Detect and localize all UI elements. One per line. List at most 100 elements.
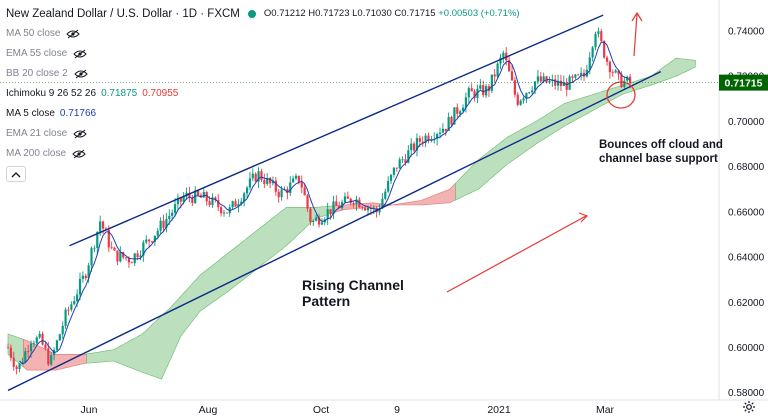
candle-down xyxy=(559,80,563,87)
candle-up xyxy=(96,231,99,248)
candle-down xyxy=(67,309,70,311)
candle-up xyxy=(410,143,413,151)
hidden-eye-icon[interactable] xyxy=(73,49,87,59)
candle-down xyxy=(234,201,237,207)
candle-down xyxy=(179,197,182,202)
candle-down xyxy=(418,138,421,142)
indicator-label: Ichimoku 9 26 52 26 xyxy=(6,88,97,99)
candle-down xyxy=(110,247,113,249)
legend: New Zealand Dollar / U.S. Dollar · 1D · … xyxy=(6,4,520,182)
y-tick-label: 0.70000 xyxy=(728,117,765,128)
indicator-row[interactable]: BB 20 close 2 xyxy=(6,64,520,84)
candle-up xyxy=(533,81,537,91)
candle-down xyxy=(577,74,580,76)
pattern-annotation-line-2: Pattern xyxy=(302,293,351,309)
candle-up xyxy=(340,202,344,208)
candle-up xyxy=(99,221,102,232)
candle-down xyxy=(364,208,367,211)
candle-down xyxy=(582,72,586,77)
candle-down xyxy=(208,201,211,206)
candle-down xyxy=(217,200,220,208)
candle-up xyxy=(171,212,174,216)
candle-down xyxy=(444,128,447,131)
candle-up xyxy=(257,171,260,182)
candle-up xyxy=(64,309,67,326)
candle-up xyxy=(401,159,404,161)
candle-up xyxy=(271,180,275,184)
candle-up xyxy=(562,82,565,87)
candle-down xyxy=(124,257,128,259)
symbol-title[interactable]: New Zealand Dollar / U.S. Dollar · 1D · … xyxy=(6,8,240,20)
candle-down xyxy=(361,207,364,209)
candle-down xyxy=(12,357,15,367)
candle-up xyxy=(292,178,295,183)
candle-up xyxy=(222,212,226,214)
channel-upper-line xyxy=(69,14,604,247)
candle-down xyxy=(260,171,263,180)
candle-up xyxy=(574,74,577,78)
hidden-eye-icon[interactable] xyxy=(73,129,87,139)
candle-up xyxy=(18,363,21,370)
y-tick-label: 0.58000 xyxy=(728,388,765,399)
candle-up xyxy=(459,111,462,114)
candle-up xyxy=(343,196,347,203)
candle-up xyxy=(142,242,145,256)
candle-up xyxy=(424,135,427,143)
pattern-annotation: Rising Channel Pattern xyxy=(302,277,404,309)
indicator-label: BB 20 close 2 xyxy=(6,68,68,79)
indicator-row[interactable]: EMA 21 close xyxy=(6,124,520,144)
up-trend-arrow xyxy=(446,215,587,293)
candle-down xyxy=(487,86,491,91)
hidden-eye-icon[interactable] xyxy=(74,69,88,79)
chevron-up-icon xyxy=(11,171,21,177)
candle-up xyxy=(173,204,177,213)
collapse-legend-button[interactable] xyxy=(6,166,26,182)
indicator-row[interactable]: EMA 55 close xyxy=(6,44,520,64)
candle-up xyxy=(623,80,626,88)
indicator-row[interactable]: MA 50 close xyxy=(6,24,520,44)
candle-up xyxy=(525,93,528,99)
cloud-bull-segment xyxy=(455,57,696,201)
candle-down xyxy=(395,167,398,169)
candle-up xyxy=(280,189,283,198)
candle-up xyxy=(202,192,205,198)
candle-down xyxy=(9,347,12,358)
candle-up xyxy=(392,167,396,175)
candle-up xyxy=(326,209,329,220)
candle-down xyxy=(346,196,349,199)
candle-up xyxy=(542,76,545,82)
indicator-row[interactable]: MA 5 close 0.71766 xyxy=(6,104,520,124)
candle-down xyxy=(196,190,200,196)
indicator-row[interactable]: Ichimoku 9 26 52 26 0.71875 0.70955 xyxy=(6,84,520,104)
candle-down xyxy=(113,247,116,251)
candle-down xyxy=(297,175,300,183)
candle-down xyxy=(513,80,516,95)
candle-down xyxy=(608,61,612,73)
indicator-row[interactable]: MA 200 close xyxy=(6,144,520,164)
hidden-eye-icon[interactable] xyxy=(72,149,86,159)
pattern-annotation-line-1: Rising Channel xyxy=(302,277,404,293)
candle-up xyxy=(502,52,505,58)
candle-up xyxy=(580,72,583,75)
candle-up xyxy=(320,222,324,225)
candle-up xyxy=(594,33,597,48)
candle-down xyxy=(47,348,50,365)
candle-up xyxy=(378,208,381,213)
open-value: O0.71212 xyxy=(263,8,306,19)
candle-up xyxy=(447,116,450,131)
hidden-eye-icon[interactable] xyxy=(66,29,81,39)
candle-up xyxy=(76,294,79,302)
y-tick-label: 0.64000 xyxy=(728,253,765,264)
gear-icon[interactable] xyxy=(742,400,756,414)
bounce-annotation: Bounces off cloud and channel base suppo… xyxy=(599,138,723,166)
last-price-label: 0.71715 xyxy=(725,78,763,90)
candle-down xyxy=(41,333,44,345)
candle-up xyxy=(165,219,168,228)
candle-down xyxy=(412,143,416,151)
candle-down xyxy=(162,220,165,228)
up-trend-arrowhead xyxy=(578,212,589,223)
candle-up xyxy=(55,340,59,351)
candle-up xyxy=(294,175,298,179)
candle-up xyxy=(168,215,171,220)
